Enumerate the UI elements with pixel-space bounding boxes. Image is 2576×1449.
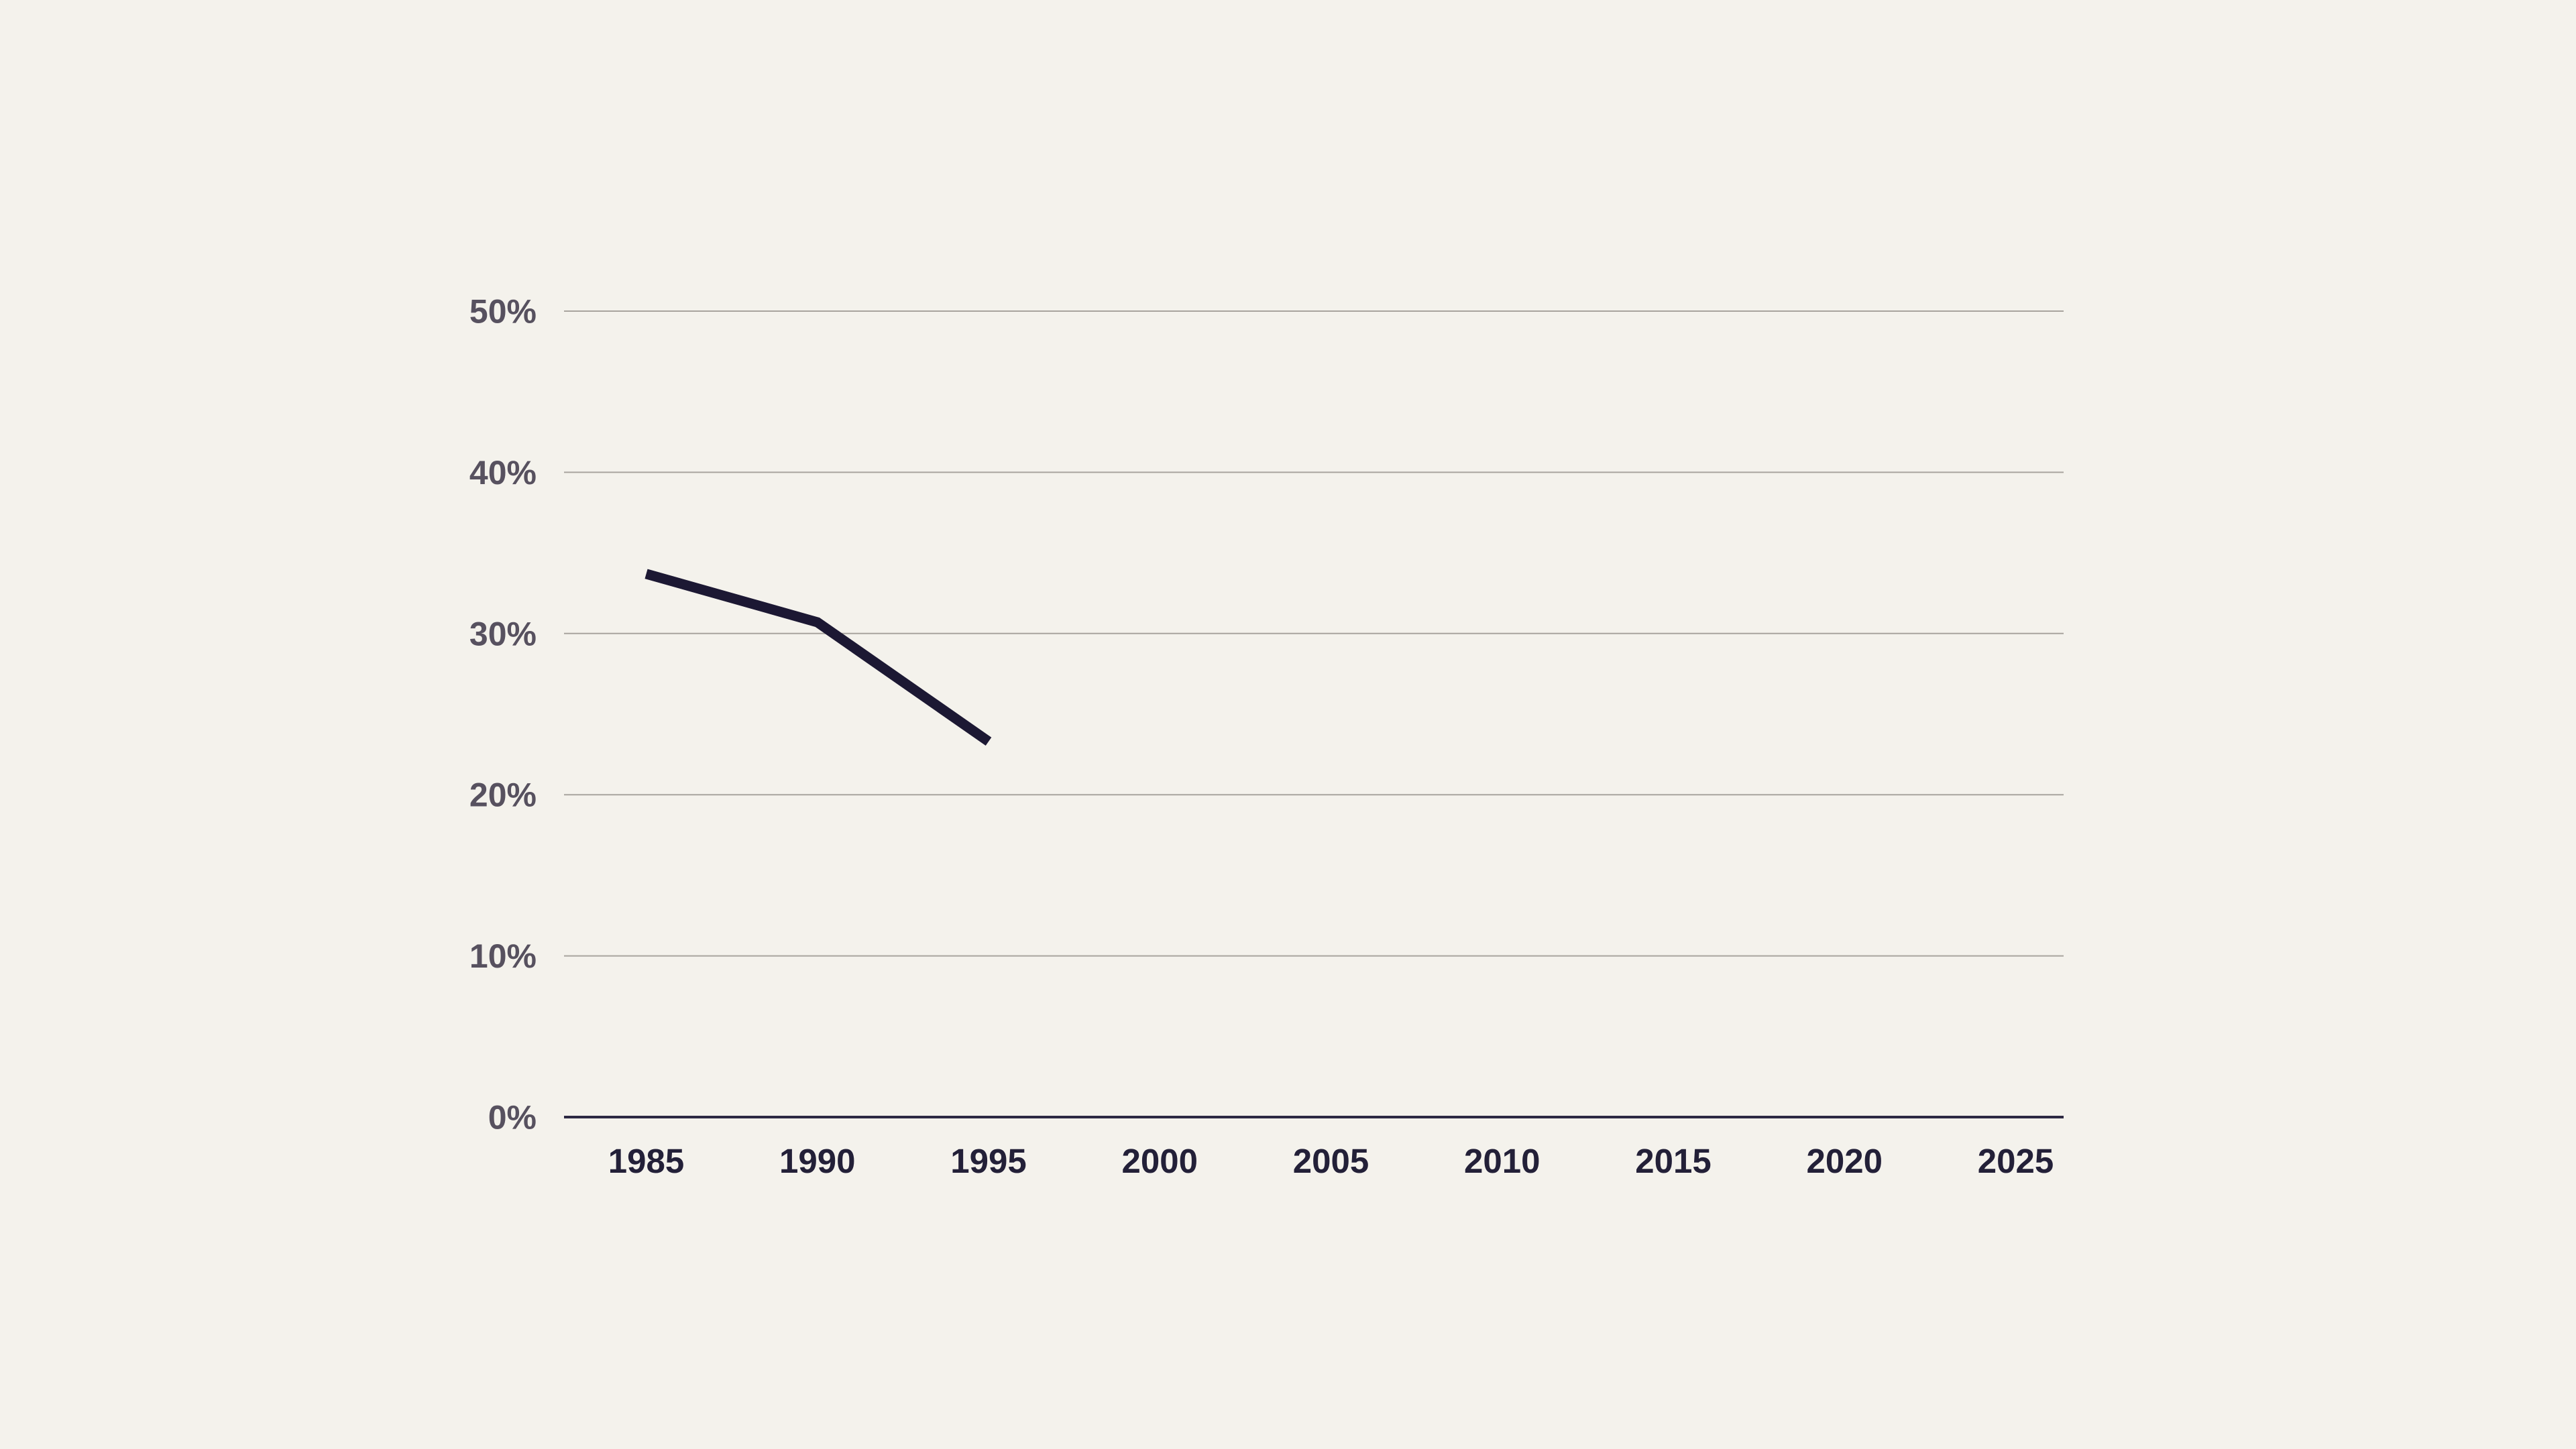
x-tick-label-1990: 1990	[779, 1142, 855, 1180]
data-line-main	[645, 569, 992, 746]
x-tick-label-2000: 2000	[1122, 1142, 1198, 1180]
y-tick-label-50: 50%	[469, 293, 537, 331]
x-tick-label-2015: 2015	[1635, 1142, 1711, 1180]
x-tick-label-2005: 2005	[1293, 1142, 1369, 1180]
x-axis-labels: 1985 1990 1995 2000 2005 2010 2015 2020 2025	[608, 1142, 2054, 1180]
y-tick-label-0: 0%	[488, 1099, 537, 1137]
y-axis-labels: 0% 10% 20% 30% 40% 50%	[469, 293, 537, 1137]
x-tick-label-1995: 1995	[950, 1142, 1026, 1180]
y-tick-label-40: 40%	[469, 454, 537, 491]
gridlines	[564, 310, 2064, 1118]
x-tick-label-2010: 2010	[1464, 1142, 1540, 1180]
y-tick-label-30: 30%	[469, 615, 537, 652]
x-tick-label-2025: 2025	[1978, 1142, 2054, 1180]
x-tick-label-2020: 2020	[1807, 1142, 1883, 1180]
x-tick-label-1985: 1985	[608, 1142, 684, 1180]
y-tick-label-20: 20%	[469, 776, 537, 814]
data-series	[645, 569, 992, 746]
y-tick-label-10: 10%	[469, 937, 537, 975]
